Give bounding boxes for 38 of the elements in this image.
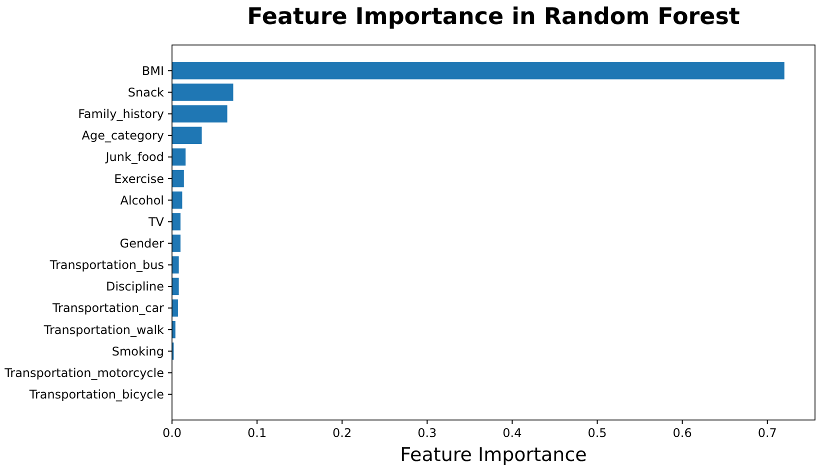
y-tick-label: Transportation_motorcycle — [4, 366, 164, 380]
bar — [172, 234, 181, 252]
y-tick-label: Transportation_car — [51, 301, 164, 316]
x-tick-label: 0.7 — [758, 426, 777, 440]
bar — [172, 62, 784, 80]
y-tick-label: Gender — [120, 236, 164, 250]
y-tick-label: Junk_food — [104, 150, 164, 164]
x-tick-label: 0.2 — [332, 426, 352, 440]
x-tick-label: 0.6 — [672, 426, 692, 440]
y-tick-label: Transportation_bicycle — [28, 388, 164, 402]
bar — [172, 84, 234, 101]
bar — [172, 126, 202, 144]
bar — [172, 213, 181, 230]
y-tick-label: Snack — [128, 85, 164, 100]
y-tick-label: Alcohol — [120, 193, 164, 208]
x-tick-label: 0.0 — [162, 426, 182, 440]
y-tick-label: Discipline — [106, 280, 164, 294]
y-tick-label: Family_history — [78, 107, 164, 122]
bar — [172, 148, 186, 166]
x-tick-label: 0.5 — [588, 426, 607, 440]
y-tick-label: Transportation_walk — [42, 322, 164, 337]
x-tick-label: 0.1 — [248, 426, 267, 440]
y-tick-label: BMI — [142, 64, 164, 78]
x-tick-label: 0.4 — [502, 426, 522, 440]
y-tick-label: Exercise — [114, 172, 164, 186]
bar — [172, 278, 179, 296]
bar — [172, 105, 228, 122]
y-tick-label: TV — [147, 214, 165, 229]
chart-title: Feature Importance in Random Forest — [247, 4, 740, 30]
x-axis-title: Feature Importance — [400, 444, 587, 466]
bar — [172, 256, 179, 274]
y-tick-label: Smoking — [112, 344, 164, 358]
y-tick-label: Age_category — [82, 128, 164, 143]
bar — [172, 170, 184, 188]
bar — [172, 299, 178, 317]
bar — [172, 192, 182, 209]
y-tick-label: Transportation_bus — [48, 258, 164, 272]
x-tick-label: 0.3 — [418, 426, 437, 440]
